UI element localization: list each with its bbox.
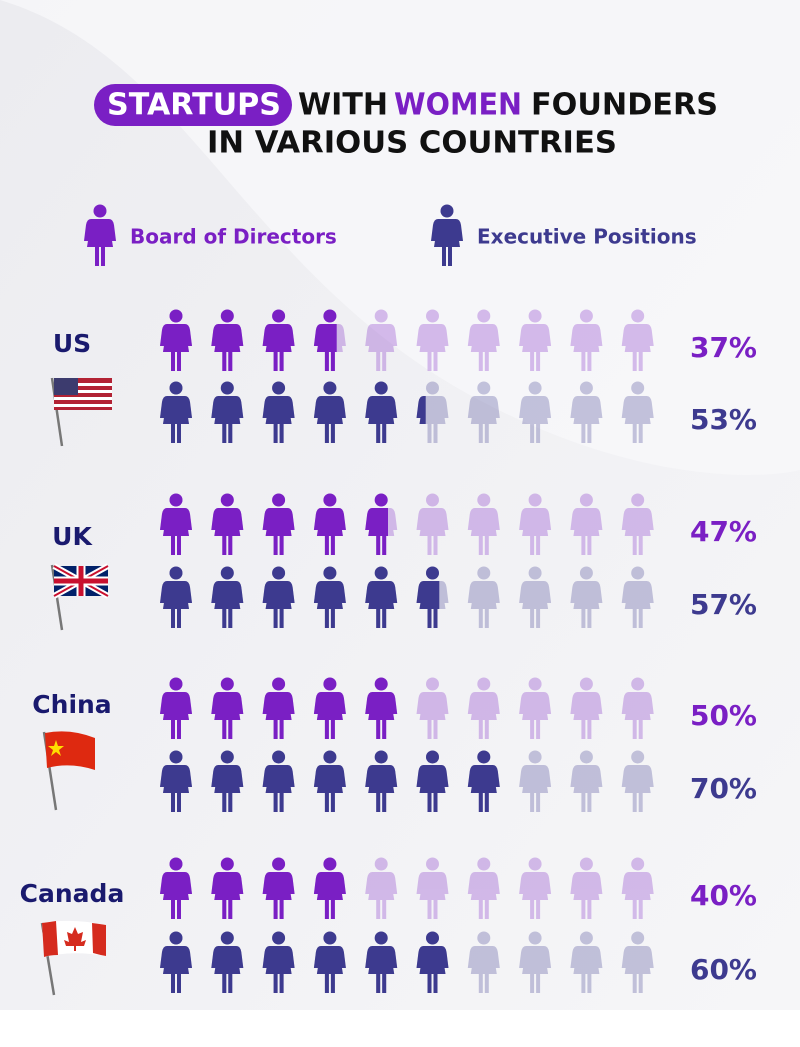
value-label: 57% <box>690 588 757 621</box>
chart-title: FOUNDERS <box>531 88 718 123</box>
footer-band <box>0 1010 800 1047</box>
value-label: 70% <box>690 772 757 805</box>
value-label: 37% <box>690 331 757 364</box>
value-label: 47% <box>690 515 757 548</box>
chart-title: WOMEN <box>394 88 522 123</box>
category-label: US <box>53 329 91 358</box>
chart-title: WITH <box>298 88 388 123</box>
chart-title: IN VARIOUS COUNTRIES <box>207 126 617 161</box>
flag-canada <box>40 920 106 996</box>
value-label: 60% <box>690 953 757 986</box>
legend-label: Executive Positions <box>477 225 697 249</box>
value-label: 50% <box>690 699 757 732</box>
value-label: 40% <box>690 879 757 912</box>
legend-label: Board of Directors <box>130 225 337 249</box>
value-label: 53% <box>690 403 757 436</box>
category-label: Canada <box>20 879 125 908</box>
category-label: UK <box>52 522 93 551</box>
title-pill <box>94 84 292 126</box>
flag-china <box>42 731 95 811</box>
flag-uk <box>50 563 110 631</box>
chart-title: STARTUPS <box>107 88 281 123</box>
flag-us <box>50 377 112 447</box>
category-label: China <box>32 690 111 719</box>
